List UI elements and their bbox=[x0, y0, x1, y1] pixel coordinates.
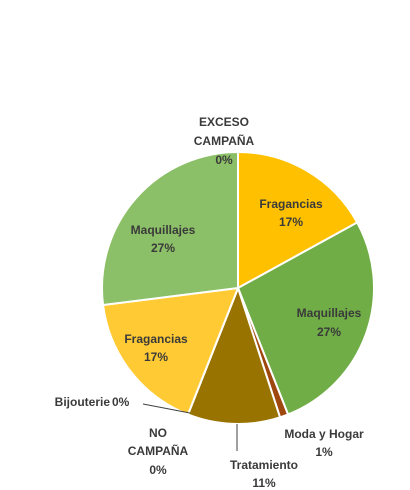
slice-label-name: Maquillajes bbox=[297, 306, 362, 320]
slice-label-name: NO CAMPAÑA bbox=[128, 426, 189, 458]
pie-slice bbox=[101, 150, 239, 307]
slice-label-name: EXCESO CAMPAÑA bbox=[194, 115, 255, 148]
slice-label-percent: 27% bbox=[317, 325, 341, 339]
slice-labels: EXCESO CAMPAÑA 0% Fragancias 17% Maquilla… bbox=[55, 115, 364, 490]
slice-label-name: Fragancias bbox=[259, 197, 323, 211]
pie-slice bbox=[101, 286, 240, 416]
slice-label-percent: 27% bbox=[151, 241, 175, 255]
slice-label-percent: 11% bbox=[252, 476, 276, 490]
slice-label-name: Moda y Hogar bbox=[284, 427, 364, 441]
pie-slice bbox=[186, 285, 282, 425]
slice-label-percent: 17% bbox=[279, 215, 303, 229]
pie-slice bbox=[237, 150, 359, 290]
slice-label-name: Maquillajes bbox=[131, 223, 196, 237]
slice-label-percent: 17% bbox=[144, 350, 168, 364]
pie-slice bbox=[236, 221, 375, 416]
slice-label-percent: 0% bbox=[112, 395, 130, 409]
slice-label-name: Bijouterie bbox=[55, 395, 111, 409]
pie-slices bbox=[101, 150, 375, 425]
leader-line-bijouterie bbox=[142, 403, 191, 414]
slice-label-name: Fragancias bbox=[124, 332, 188, 346]
slice-label-percent: 0% bbox=[215, 153, 233, 167]
slice-label-percent: 0% bbox=[149, 463, 167, 477]
slice-label-name: Tratamiento bbox=[230, 458, 298, 472]
slice-label-percent: 1% bbox=[315, 445, 333, 459]
leader-lines bbox=[142, 403, 238, 451]
